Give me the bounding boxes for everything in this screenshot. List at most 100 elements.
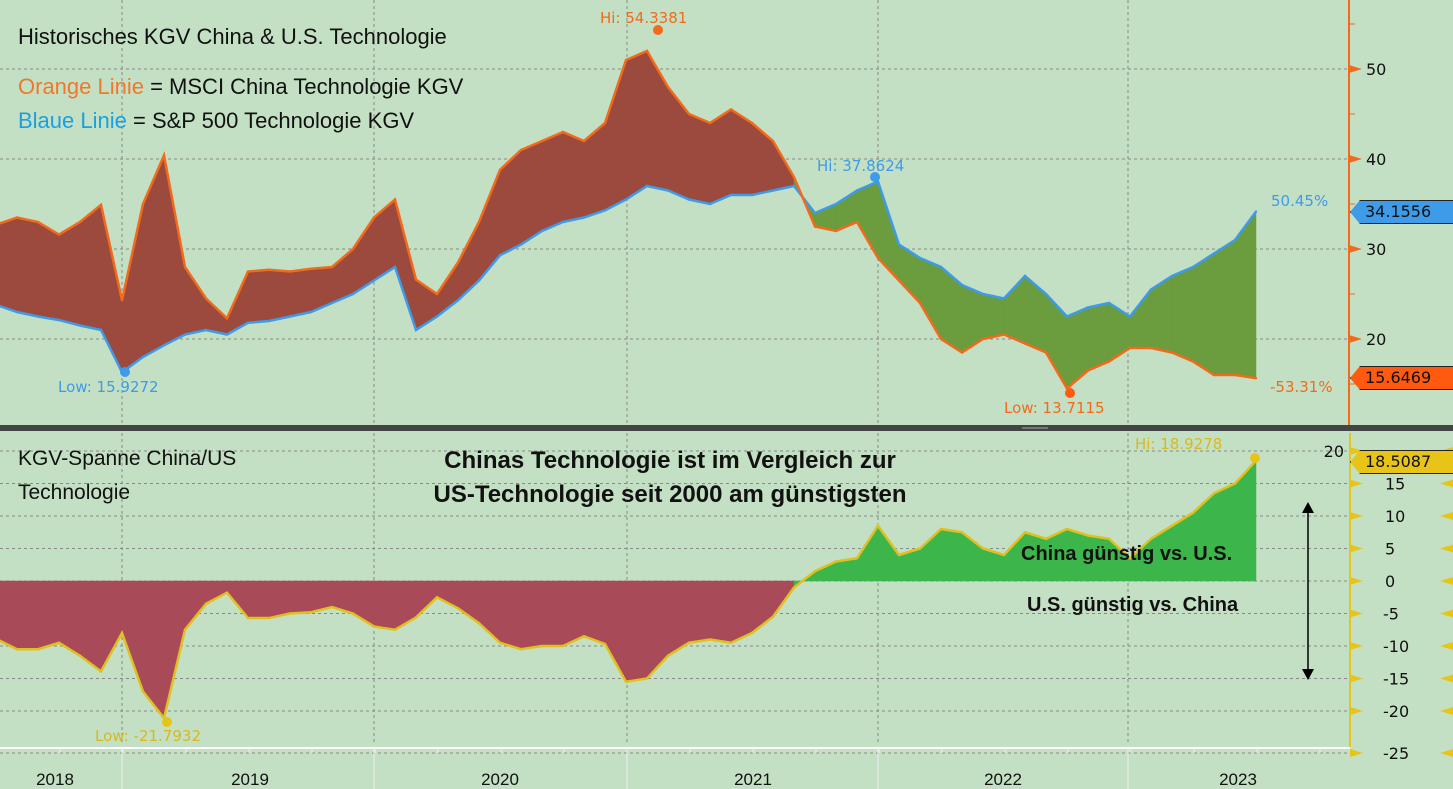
spread-point <box>729 641 733 644</box>
us-pe-point <box>330 301 334 305</box>
china-pe-point <box>414 278 418 281</box>
china-pe-point <box>960 351 964 354</box>
pe-gap-fill <box>1087 302 1110 371</box>
china-pe-point <box>1191 360 1195 363</box>
spread-area-fill <box>520 580 543 650</box>
legend-blue-text: = S&P 500 Technologie KGV <box>126 108 415 133</box>
us-pe-point <box>414 328 418 332</box>
spread-last-value-tag: 18.5087 <box>1350 450 1453 474</box>
us-pe-point <box>309 310 313 314</box>
spread-point <box>246 616 250 620</box>
us-pe-point <box>1212 252 1216 255</box>
pe-gap-fill <box>667 86 690 200</box>
y-tick-label-top: 30 <box>1366 240 1386 259</box>
y-tick-marker-right <box>1440 512 1453 520</box>
us-pe-point <box>603 209 607 212</box>
headline-line-1: Chinas Technologie ist im Vergleich zur <box>444 447 896 474</box>
us-pe-point <box>1149 288 1153 291</box>
spread-point <box>1149 537 1153 540</box>
y-tick-label-bottom: -25 <box>1383 744 1409 763</box>
spread-area-fill <box>121 580 144 692</box>
spread-area-fill <box>646 580 669 680</box>
china-pe-point <box>561 130 565 134</box>
china-pe-point <box>1212 373 1216 377</box>
x-tick-label: 2022 <box>984 770 1022 789</box>
spread-hi-marker <box>1250 453 1260 463</box>
china-hi-label: Hi: 54.3381 <box>600 9 688 27</box>
y-tick-label-bottom: 20 <box>1324 442 1344 461</box>
spread-point <box>1086 534 1090 537</box>
china-pe-point <box>36 220 40 224</box>
spread-hi-label: Hi: 18.9278 <box>1135 435 1223 453</box>
pe-gap-fill <box>1045 293 1068 390</box>
us-hi-label: Hi: 37.8624 <box>817 157 905 175</box>
y-tick-marker <box>1350 512 1363 520</box>
china-pe-point <box>1128 346 1132 350</box>
y-tick-label-bottom: -15 <box>1383 670 1409 689</box>
china-pe-point <box>246 270 250 273</box>
spread-low-label: Low: -21.7932 <box>95 727 201 745</box>
china-pe-point <box>99 203 103 207</box>
us-pe-point <box>897 243 901 246</box>
y-tick-label-top: 40 <box>1366 150 1386 169</box>
y-tick-marker <box>1350 707 1363 715</box>
y-tick-marker-right <box>1440 749 1453 757</box>
pe-gap-fill <box>79 204 102 331</box>
china-last-value-tag: 15.6469 <box>1350 366 1453 390</box>
china-pe-point <box>435 292 439 296</box>
china-pe-point <box>624 58 628 62</box>
china-pe-point <box>498 168 502 171</box>
x-tick-label: 2021 <box>734 770 772 789</box>
us-pe-point <box>834 202 838 206</box>
us-pe-point <box>708 202 712 206</box>
spread-point <box>939 527 943 531</box>
y-tick-marker-right <box>1440 674 1453 683</box>
spread-point <box>141 690 145 693</box>
china-pe-point <box>897 279 901 282</box>
china-pe-point <box>1107 360 1111 363</box>
spread-point <box>36 648 40 651</box>
pe-gap-fill <box>58 221 81 326</box>
china-hi-marker <box>653 25 663 35</box>
y-tick-label-bottom: 10 <box>1385 507 1405 526</box>
pe-gap-fill <box>289 268 312 317</box>
spread-point <box>687 641 691 644</box>
pe-gap-fill <box>1171 266 1194 362</box>
spread-area-fill <box>919 528 942 582</box>
china-pe-point <box>540 139 544 143</box>
legend-orange-key: Orange Linie <box>18 74 144 99</box>
us-pe-point <box>687 198 691 201</box>
china-pe-point <box>708 121 712 125</box>
us-pe-point <box>99 328 103 332</box>
top-chart-title: Historisches KGV China & U.S. Technologi… <box>18 24 447 49</box>
pe-gap-fill <box>268 269 291 322</box>
china-pe-point <box>351 247 355 251</box>
pe-gap-fill <box>1024 275 1047 353</box>
us-last-value-tag: 34.1556 <box>1350 200 1453 224</box>
china-pe-point <box>645 49 649 53</box>
spread-area-fill <box>709 580 732 644</box>
china-pe-point <box>981 337 985 341</box>
us-pe-point <box>666 189 670 192</box>
china-pe-point <box>78 220 82 224</box>
spread-area-fill <box>604 580 627 683</box>
spread-area-fill <box>289 580 312 614</box>
us-pe-point <box>1023 274 1027 278</box>
spread-area-fill <box>163 580 186 719</box>
y-tick-marker <box>1350 674 1363 683</box>
spread-point <box>981 547 985 550</box>
spread-point <box>1065 527 1069 531</box>
spread-point <box>351 612 355 615</box>
y-tick-marker <box>1349 155 1362 163</box>
pe-gap-fill <box>457 221 480 301</box>
y-tick-marker-right <box>1440 479 1453 488</box>
china-pe-point <box>225 317 229 320</box>
spread-area-fill <box>0 580 18 650</box>
spread-area-fill <box>583 580 606 645</box>
spread-area-fill <box>562 580 585 647</box>
us-pe-point <box>267 319 271 323</box>
spread-point <box>330 605 334 609</box>
us-pe-point <box>729 193 733 197</box>
y-tick-marker <box>1350 609 1363 618</box>
pe-gap-fill <box>247 269 270 324</box>
